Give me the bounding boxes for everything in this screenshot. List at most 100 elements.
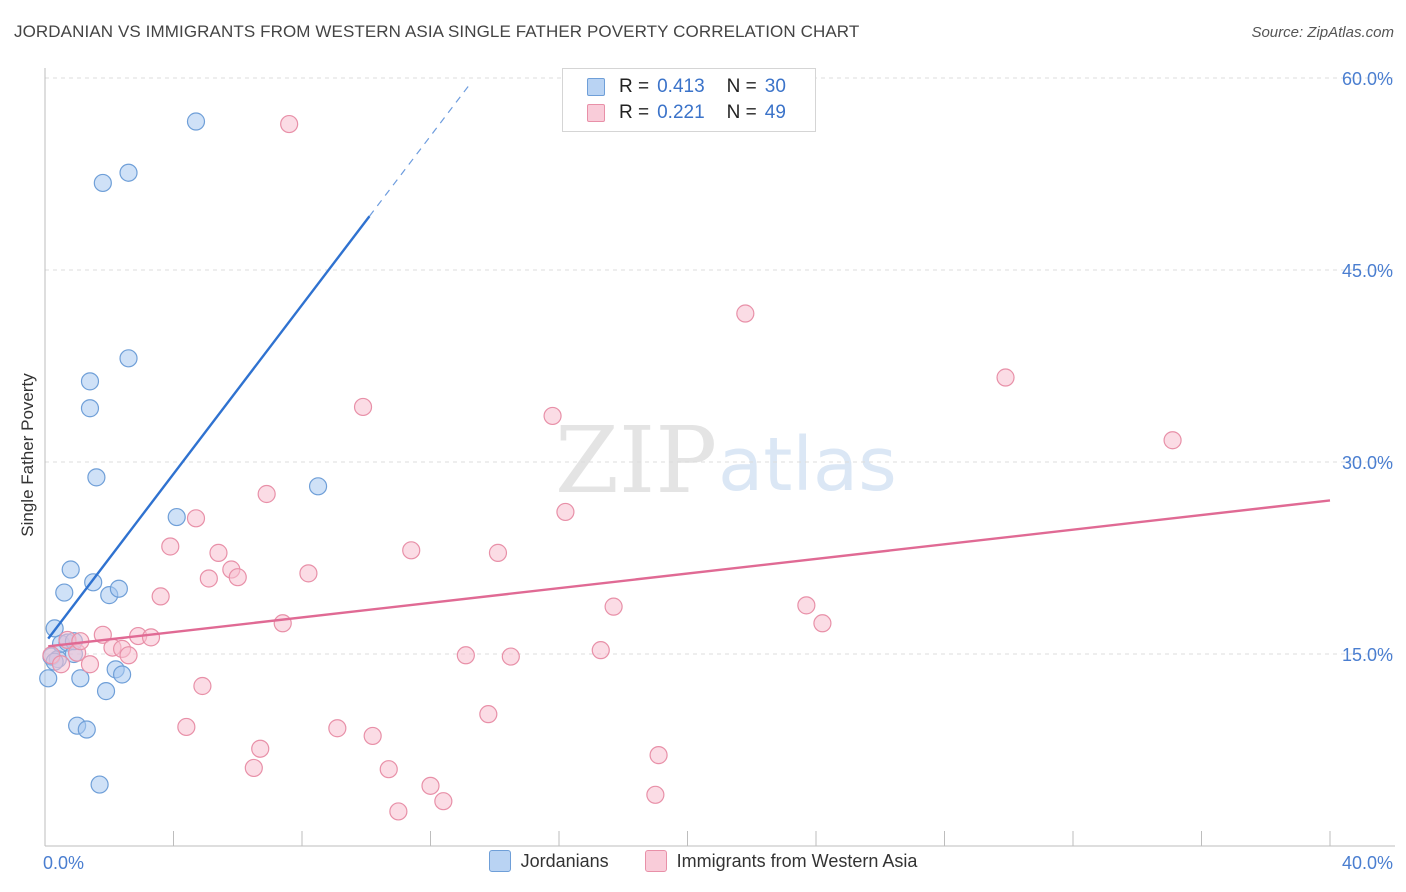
x-tick-labels: 0.0% 40.0% [43, 853, 1393, 873]
data-point [186, 509, 206, 528]
data-point [421, 776, 440, 795]
r-value-immigrants: 0.221 [657, 102, 705, 123]
gridlines [45, 77, 1395, 655]
data-point [90, 775, 109, 794]
data-point [456, 646, 475, 665]
data-point [71, 669, 90, 688]
x-ticks [173, 831, 1331, 846]
data-point [151, 587, 170, 606]
axes [44, 68, 1395, 847]
data-point [646, 785, 665, 804]
data-point [591, 641, 610, 660]
legend-label-immigrants: Immigrants from Western Asia [676, 850, 918, 871]
swatch-immigrants [587, 104, 605, 122]
data-point [308, 477, 328, 496]
data-point [199, 569, 218, 588]
chart-title: JORDANIAN VS IMMIGRANTS FROM WESTERN ASI… [14, 22, 860, 41]
data-point [328, 719, 347, 738]
series-group-1 [42, 114, 1182, 821]
legend-label-jordanians: Jordanians [520, 850, 609, 871]
n-value-immigrants: 49 [764, 102, 786, 123]
data-point [228, 568, 247, 587]
trend-line-1 [48, 499, 1331, 648]
data-point [209, 543, 228, 562]
data-point [379, 760, 398, 779]
data-point [80, 399, 100, 418]
legend-item-jordanians[interactable]: Jordanians [488, 850, 609, 872]
y-tick-label: 30.0% [1342, 453, 1393, 473]
legend-swatch-jordanians [488, 850, 511, 872]
data-point [363, 726, 382, 746]
stats-row-immigrants: R = 0.221 N = 49 [587, 101, 786, 125]
data-point [813, 614, 832, 633]
stats-row-jordanians: R = 0.413 N = 30 [587, 75, 786, 99]
data-point [55, 583, 74, 602]
data-point [736, 304, 755, 323]
n-label: N = [726, 76, 757, 97]
r-label: R = [619, 76, 650, 97]
data-point [251, 739, 270, 758]
data-point [51, 655, 71, 674]
data-point [119, 646, 138, 665]
data-point [80, 655, 100, 674]
y-tick-labels: 15.0% 30.0% 45.0% 60.0% [1342, 69, 1393, 665]
y-tick-label: 60.0% [1342, 69, 1393, 89]
watermark: ZIP atlas [555, 407, 897, 514]
data-point [109, 579, 128, 598]
data-point [61, 560, 80, 579]
data-point [797, 596, 816, 615]
series-points [39, 112, 1182, 821]
r-value-jordanians: 0.413 [657, 76, 705, 97]
data-point [257, 484, 276, 504]
n-label: N = [726, 102, 757, 123]
data-point [80, 372, 100, 391]
series-group-0 [39, 112, 328, 794]
source-label: Source: ZipAtlas.com [1251, 24, 1394, 41]
data-point [649, 746, 668, 765]
x-tick-label-max: 40.0% [1342, 853, 1393, 873]
data-point [389, 802, 408, 821]
data-point [996, 368, 1015, 387]
x-tick-label-min: 0.0% [43, 853, 84, 873]
data-point [1163, 431, 1182, 450]
data-point [186, 112, 206, 131]
data-point [434, 792, 453, 811]
data-point [77, 720, 96, 739]
data-point [87, 468, 106, 487]
watermark-zip: ZIP [555, 407, 717, 514]
data-point [273, 614, 292, 633]
data-point [193, 676, 212, 696]
data-point [141, 628, 161, 647]
legend-item-immigrants[interactable]: Immigrants from Western Asia [644, 850, 918, 872]
data-point [299, 564, 318, 583]
legend-swatch-immigrants [644, 850, 667, 872]
data-point [488, 543, 508, 562]
y-tick-label: 45.0% [1342, 261, 1393, 281]
data-point [161, 537, 180, 556]
r-label: R = [619, 102, 650, 123]
trend-lines [47, 84, 1331, 648]
data-point [167, 507, 186, 527]
swatch-jordanians [587, 78, 605, 96]
data-point [543, 406, 562, 426]
y-tick-label: 15.0% [1342, 645, 1393, 665]
data-point [244, 758, 263, 778]
data-point [479, 705, 498, 724]
data-point [402, 541, 421, 560]
data-point [556, 502, 575, 522]
data-point [96, 682, 116, 701]
n-value-jordanians: 30 [764, 76, 786, 97]
data-point [119, 163, 138, 182]
trend-line-0 [47, 215, 371, 640]
series-legend: Jordanians Immigrants from Western Asia [0, 850, 1406, 872]
data-point [119, 349, 138, 368]
data-point [353, 397, 373, 417]
stats-legend: R = 0.413 N = 30 R = 0.221 N = 49 [562, 68, 816, 132]
trend-line-extension-0 [368, 84, 470, 217]
watermark-atlas: atlas [718, 422, 897, 508]
data-point [39, 669, 58, 688]
data-point [93, 173, 112, 193]
data-point [177, 717, 196, 737]
data-point [280, 114, 299, 134]
